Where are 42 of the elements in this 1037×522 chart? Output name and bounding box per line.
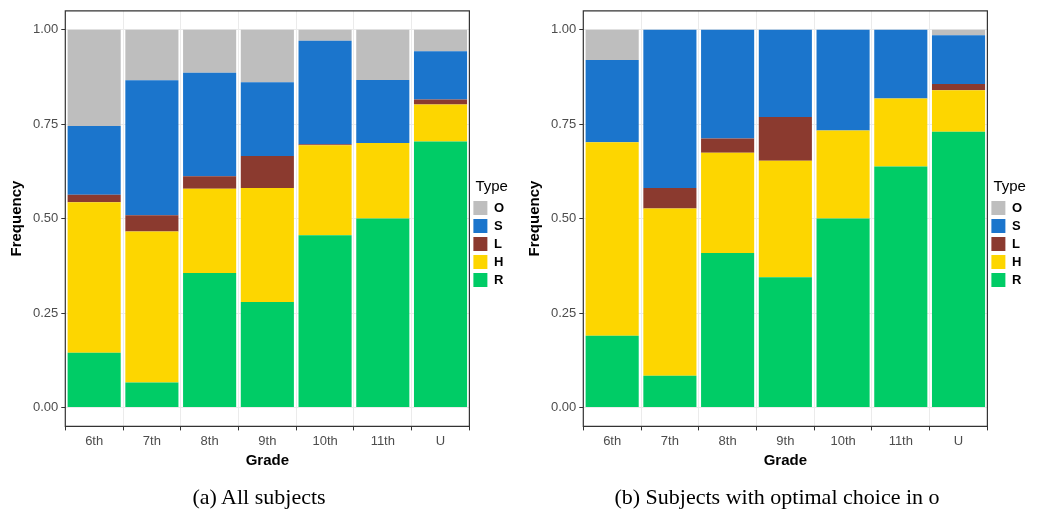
y-axis-title: Frequency: [7, 180, 25, 257]
legend-label: L: [493, 235, 502, 251]
x-tick-label: 7th: [660, 432, 679, 448]
x-tick-label: 10th: [830, 432, 856, 448]
y-tick-label: 0.00: [550, 399, 577, 415]
x-tick-label: 6th: [85, 432, 104, 448]
x-axis-title: Grade: [245, 451, 290, 469]
text: (b) Subjects with optimal choice in o: [613, 484, 941, 510]
x-tick-label: 11th: [888, 432, 913, 448]
x-tick-label: 10th: [312, 432, 338, 448]
x-tick-label: 11th: [370, 432, 395, 448]
legend-label: S: [1011, 217, 1021, 233]
y-tick-label: 0.25: [550, 304, 577, 320]
text: (a) All subjects: [191, 484, 327, 510]
legend-label: H: [1011, 253, 1022, 269]
legend-title: Type: [993, 176, 1026, 194]
x-tick-label: 8th: [718, 432, 737, 448]
x-tick-label: 7th: [142, 432, 161, 448]
x-tick-label: 8th: [200, 432, 219, 448]
y-tick-label: 0.50: [32, 210, 59, 226]
legend-label: R: [493, 271, 504, 287]
y-axis-title: Frequency: [525, 180, 543, 257]
legend-label: L: [1011, 235, 1020, 251]
y-tick-label: 0.00: [32, 399, 59, 415]
y-tick-label: 0.50: [550, 210, 577, 226]
x-axis-title: Grade: [763, 451, 808, 469]
y-tick-label: 1.00: [32, 21, 59, 37]
y-tick-label: 0.25: [32, 304, 59, 320]
legend-label: O: [1011, 199, 1023, 215]
legend-title: Type: [475, 176, 508, 194]
legend-label: R: [1011, 271, 1022, 287]
x-tick-label: 9th: [258, 432, 277, 448]
legend-label: H: [493, 253, 504, 269]
x-tick-label: 9th: [776, 432, 795, 448]
y-tick-label: 0.75: [32, 115, 59, 131]
x-tick-label: U: [435, 432, 446, 448]
legend-label: O: [493, 199, 505, 215]
y-tick-label: 0.75: [550, 115, 577, 131]
legend-label: S: [493, 217, 503, 233]
y-tick-label: 1.00: [550, 21, 577, 37]
x-tick-label: U: [953, 432, 964, 448]
x-tick-label: 6th: [603, 432, 622, 448]
